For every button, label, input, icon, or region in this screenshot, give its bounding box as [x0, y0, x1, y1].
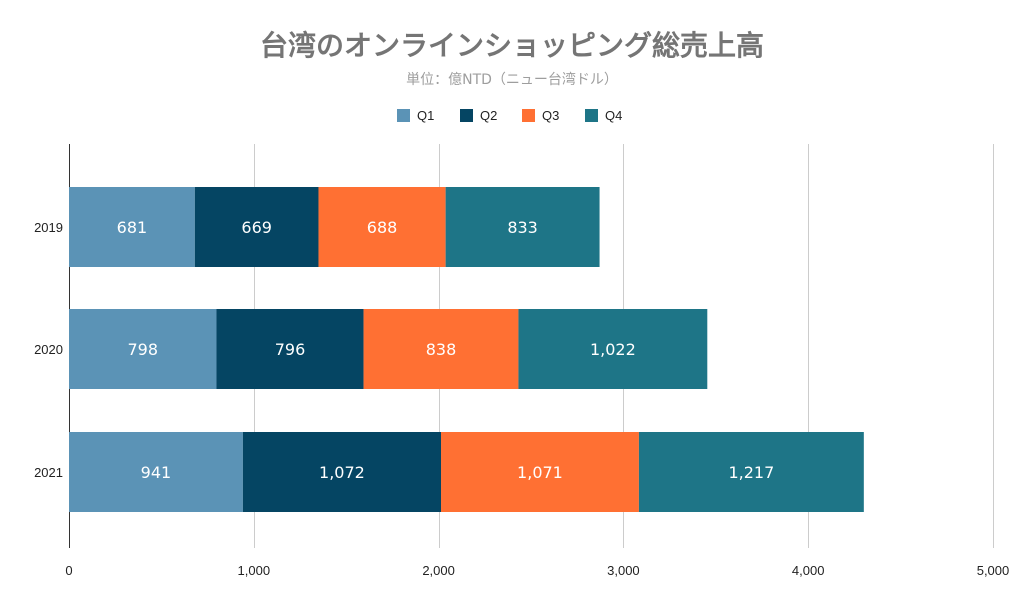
bar-2021-q1 — [69, 432, 243, 512]
bar-label-2021-q4: 1,217 — [728, 463, 774, 482]
x-tick-label-1000: 1,000 — [238, 563, 271, 578]
bar-label-2019-q2: 669 — [241, 218, 272, 237]
bar-2021-q4 — [638, 432, 864, 512]
bar-2019-q4 — [445, 187, 600, 267]
axis-tick-labels: 2019 2020 2021 0 1,000 2,000 3,000 4,000 5,000 — [34, 220, 1009, 578]
legend-swatch-q2 — [460, 109, 473, 122]
chart-subtitle: 単位：億NTD（ニュー台湾ドル） — [406, 71, 618, 88]
bar-label-2021-q3: 1,071 — [517, 463, 563, 482]
bars — [69, 187, 864, 512]
bar-2020-q1 — [69, 309, 217, 389]
chart-title: 台湾のオンラインショッピング総売上高 — [260, 29, 764, 62]
y-tick-label-2019: 2019 — [34, 220, 63, 235]
legend-label-q1: Q1 — [417, 108, 434, 123]
bar-2020-q2 — [216, 309, 364, 389]
x-tick-label-3000: 3,000 — [607, 563, 640, 578]
bar-2019-q2 — [194, 187, 319, 267]
legend: Q1 Q2 Q3 Q4 — [397, 108, 622, 123]
bar-2020-q4 — [518, 309, 708, 389]
legend-label-q3: Q3 — [542, 108, 559, 123]
bar-2020-q3 — [363, 309, 519, 389]
legend-swatch-q4 — [585, 109, 598, 122]
bar-label-2021-q1: 941 — [141, 463, 172, 482]
legend-swatch-q3 — [522, 109, 535, 122]
legend-item-q2: Q2 — [460, 108, 497, 123]
bar-2019-q3 — [318, 187, 446, 267]
legend-item-q3: Q3 — [522, 108, 559, 123]
y-tick-label-2020: 2020 — [34, 342, 63, 357]
legend-swatch-q1 — [397, 109, 410, 122]
bar-2019-q1 — [69, 187, 195, 267]
x-tick-label-5000: 5,000 — [977, 563, 1010, 578]
bar-2021-q3 — [441, 432, 639, 512]
legend-item-q4: Q4 — [585, 108, 622, 123]
legend-label-q4: Q4 — [605, 108, 622, 123]
legend-label-q2: Q2 — [480, 108, 497, 123]
bar-label-2019-q4: 833 — [507, 218, 538, 237]
bar-label-2020-q3: 838 — [426, 340, 457, 359]
bar-label-2019-q3: 688 — [367, 218, 398, 237]
x-tick-label-0: 0 — [65, 563, 72, 578]
bar-label-2019-q1: 681 — [117, 218, 148, 237]
x-tick-label-2000: 2,000 — [422, 563, 455, 578]
bar-label-2020-q1: 798 — [127, 340, 158, 359]
bar-label-2021-q2: 1,072 — [319, 463, 365, 482]
bar-2021-q2 — [242, 432, 442, 512]
x-tick-label-4000: 4,000 — [792, 563, 825, 578]
legend-item-q1: Q1 — [397, 108, 434, 123]
bar-label-2020-q4: 1,022 — [590, 340, 636, 359]
bar-value-labels: 681 669 688 833 798 796 838 1,022 941 1,072 1,071 1… — [117, 218, 775, 482]
y-tick-label-2021: 2021 — [34, 465, 63, 480]
bar-label-2020-q2: 796 — [275, 340, 306, 359]
